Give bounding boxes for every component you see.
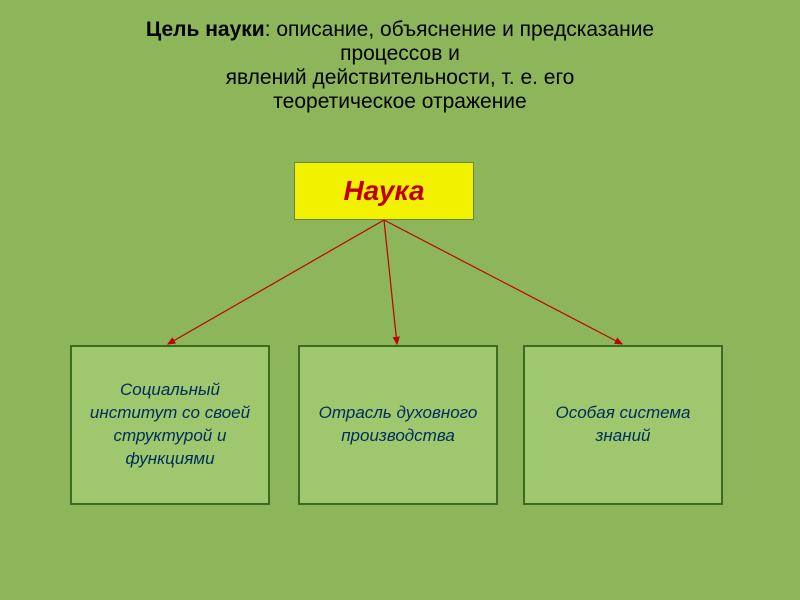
header-bold: Цель науки xyxy=(146,18,265,41)
header-line-1: Цель науки: описание, объяснение и предс… xyxy=(0,18,800,42)
center-node-label: Наука xyxy=(343,175,424,207)
center-node: Наука xyxy=(294,162,474,220)
leaf-box-2-text: Отрасль духовного производства xyxy=(310,402,486,448)
header-block: Цель науки: описание, объяснение и предс… xyxy=(0,0,800,114)
leaf-box-1: Социальный институт со своей структурой … xyxy=(70,345,270,505)
leaf-box-1-text: Социальный институт со своей структурой … xyxy=(82,379,258,471)
leaf-box-3: Особая система знаний xyxy=(523,345,723,505)
leaf-box-3-text: Особая система знаний xyxy=(535,402,711,448)
leaf-box-2: Отрасль духовного производства xyxy=(298,345,498,505)
header-line-4: теоретическое отражение xyxy=(0,90,800,114)
header-line-2: процессов и xyxy=(0,42,800,66)
header-line-3: явлений действительности, т. е. его xyxy=(0,66,800,90)
header-rest: : описание, объяснение и предсказание xyxy=(265,18,654,41)
